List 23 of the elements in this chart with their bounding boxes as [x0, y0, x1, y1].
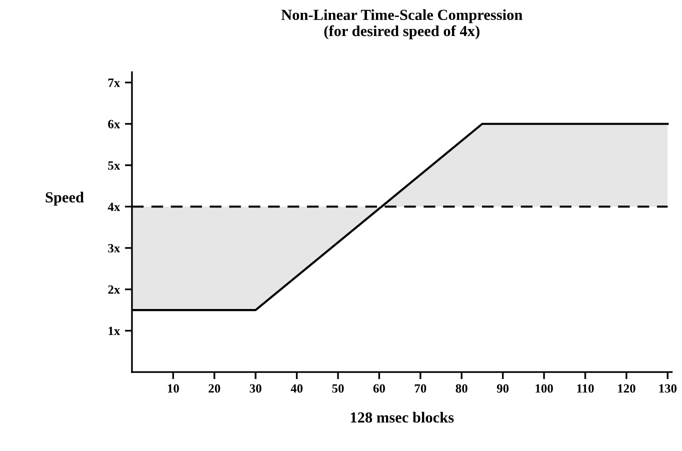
y-tick-label: 4x [108, 202, 120, 211]
x-axis-title: 128 msec blocks [350, 412, 454, 423]
x-tick-label: 110 [577, 384, 594, 393]
x-tick-label: 50 [332, 384, 344, 393]
x-tick-label: 130 [659, 384, 677, 393]
x-tick-label: 100 [536, 384, 553, 393]
x-tick-label: 90 [496, 384, 509, 393]
y-tick-label: 7x [108, 78, 120, 87]
y-tick-label: 2x [108, 285, 120, 294]
x-tick-label: 30 [250, 384, 262, 393]
x-tick-label: 60 [373, 384, 385, 393]
x-tick-label: 20 [208, 384, 220, 393]
chart-title: Non-Linear Time-Scale Compression (for desired speed of 4x) [281, 9, 522, 40]
x-tick-label: 80 [456, 384, 468, 393]
y-axis-title: Speed [46, 192, 84, 206]
x-tick-label: 120 [618, 384, 636, 393]
x-tick-label: 70 [414, 384, 426, 393]
y-tick-label: 6x [108, 120, 120, 128]
y-tick-label: 3x [108, 244, 120, 252]
x-tick-label: 10 [168, 384, 179, 393]
x-tick-label: 40 [290, 384, 303, 393]
y-tick-label: 5x [108, 161, 120, 170]
y-tick-label: 1x [108, 326, 120, 336]
